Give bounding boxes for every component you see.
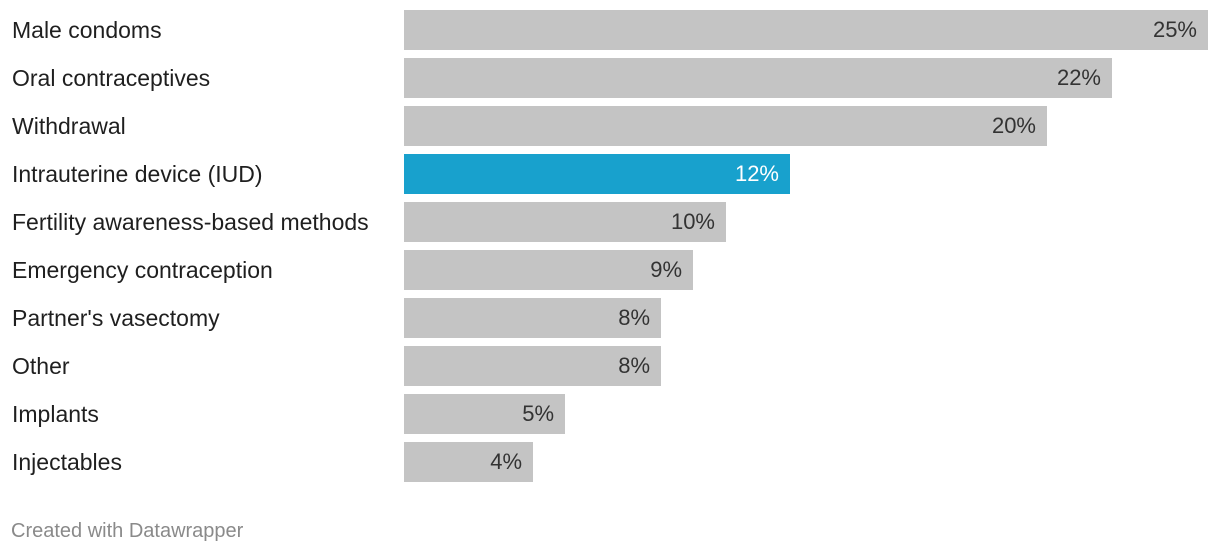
value-label: 20% bbox=[991, 113, 1036, 138]
category-label: Partner's vasectomy bbox=[12, 305, 220, 331]
bar-row: Withdrawal 20% bbox=[0, 106, 1220, 146]
bar-row: Injectables 4% bbox=[0, 442, 1220, 482]
bar bbox=[404, 394, 565, 434]
bar-row: Intrauterine device (IUD) 12% bbox=[0, 154, 1220, 194]
category-label: Other bbox=[12, 353, 70, 379]
category-label: Implants bbox=[12, 401, 99, 427]
value-label: 5% bbox=[522, 401, 554, 426]
category-label: Emergency contraception bbox=[12, 257, 273, 283]
bar-row: Implants 5% bbox=[0, 394, 1220, 434]
value-label: 4% bbox=[490, 449, 522, 474]
bar-row: Oral contraceptives 22% bbox=[0, 58, 1220, 98]
bar bbox=[404, 298, 661, 338]
bar-chart: Male condoms 25% Oral contraceptives 22% Wit… bbox=[0, 10, 1220, 482]
value-label: 25% bbox=[1152, 17, 1197, 42]
bar-highlighted bbox=[404, 154, 790, 194]
bar bbox=[404, 106, 1047, 146]
bar bbox=[404, 346, 661, 386]
value-label: 22% bbox=[1056, 65, 1101, 90]
bar-row: Partner's vasectomy 8% bbox=[0, 298, 1220, 338]
category-label: Fertility awareness-based methods bbox=[12, 209, 369, 235]
value-label: 10% bbox=[670, 209, 715, 234]
value-label: 8% bbox=[618, 353, 650, 378]
bar-row: Male condoms 25% bbox=[0, 10, 1220, 50]
bar-row: Fertility awareness-based methods 10% bbox=[0, 202, 1220, 242]
bar-row: Other 8% bbox=[0, 346, 1220, 386]
bar bbox=[404, 202, 726, 242]
value-label: 9% bbox=[650, 257, 682, 282]
bar bbox=[404, 10, 1208, 50]
category-label: Oral contraceptives bbox=[12, 65, 211, 91]
category-label: Injectables bbox=[12, 449, 122, 475]
value-label: 8% bbox=[618, 305, 650, 330]
value-label: 12% bbox=[734, 161, 779, 186]
category-label: Withdrawal bbox=[12, 113, 126, 139]
bar-row: Emergency contraception 9% bbox=[0, 250, 1220, 290]
bar bbox=[404, 250, 693, 290]
category-label: Male condoms bbox=[12, 17, 162, 43]
bar bbox=[404, 58, 1112, 98]
credit-footer: Created with Datawrapper bbox=[11, 520, 244, 542]
bar bbox=[404, 442, 533, 482]
category-label: Intrauterine device (IUD) bbox=[12, 161, 263, 187]
